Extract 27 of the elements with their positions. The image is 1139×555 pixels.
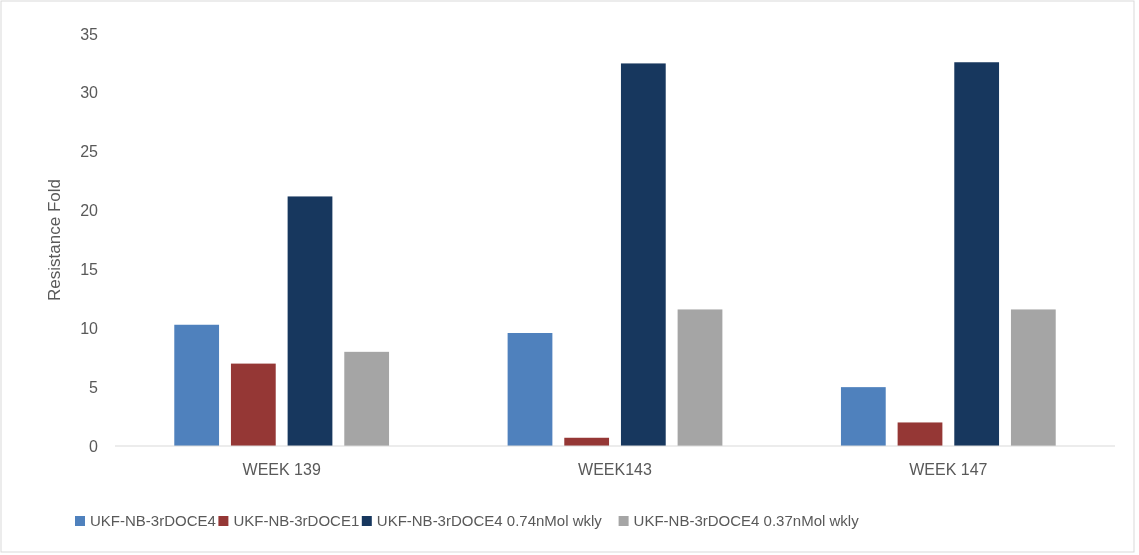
x-tick-label: WEEK 147 xyxy=(909,461,988,478)
bar xyxy=(287,196,333,446)
legend-label: UKF-NB-3rDOCE4 0.74nMol wkly xyxy=(376,512,603,529)
y-tick-label: 25 xyxy=(80,143,99,161)
bar xyxy=(1010,309,1056,446)
y-tick-label: 10 xyxy=(80,319,99,337)
bar xyxy=(507,332,553,446)
y-axis-title: Resistance Fold xyxy=(45,179,64,301)
bar xyxy=(897,422,943,446)
bar xyxy=(840,387,886,446)
y-tick-label: 30 xyxy=(80,84,99,102)
y-tick-label: 15 xyxy=(80,261,99,279)
y-tick-label: 35 xyxy=(80,25,99,43)
legend-label: UKF-NB-3rDOCE1 xyxy=(233,512,360,529)
y-tick-label: 0 xyxy=(89,437,99,455)
legend-label: UKF-NB-3rDOCE4 0.37nMol wkly xyxy=(633,512,860,529)
bar xyxy=(677,309,723,446)
bar xyxy=(954,62,1000,446)
y-tick-label: 20 xyxy=(80,202,99,220)
bar xyxy=(344,351,390,446)
legend-label: UKF-NB-3rDOCE4 xyxy=(90,512,216,529)
y-tick-label: 5 xyxy=(89,378,99,396)
x-tick-label: WEEK 139 xyxy=(242,461,321,478)
bar xyxy=(230,363,276,446)
bar xyxy=(174,324,220,446)
x-tick-label: WEEK143 xyxy=(578,461,653,478)
bar xyxy=(620,63,666,446)
